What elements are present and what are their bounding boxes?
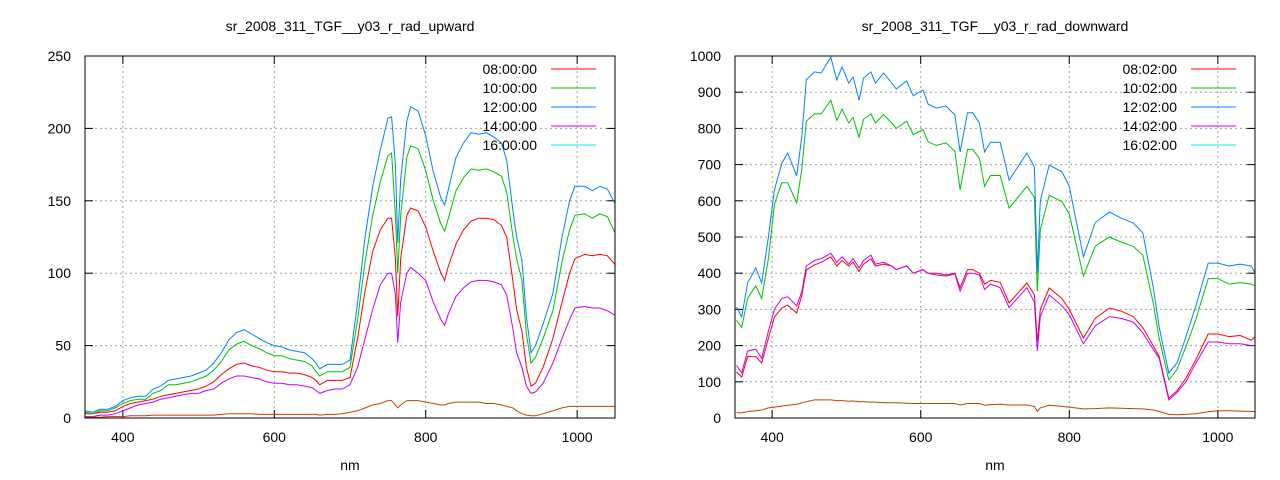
y-tick-label: 200 [698,338,722,354]
chart-title: sr_2008_311_TGF__y03_r_rad_upward [226,18,475,34]
y-tick-label: 500 [698,229,722,245]
series-line-10-00-00 [84,145,616,415]
legend-label: 16:02:00 [1123,137,1178,153]
legend-label: 12:00:00 [483,99,538,115]
y-tick-label: 0 [63,410,71,426]
series-line-12-02-00 [736,55,1256,375]
y-tick-label: 600 [698,193,722,209]
series-line-16-00-00 [85,400,615,418]
series-line-12-00-00 [84,105,616,413]
series-line-10-02-00 [736,99,1256,382]
y-tick-label: 800 [698,120,722,136]
x-axis-label: nm [985,457,1004,473]
series-line-14-00-00 [85,266,616,418]
plot-border [734,55,1256,419]
legend-label: 16:00:00 [483,137,538,153]
y-tick-label: 1000 [690,48,721,64]
x-tick-label: 400 [760,429,784,445]
legend-label: 14:02:00 [1123,118,1178,134]
legend-label: 12:02:00 [1123,99,1178,115]
series-line-08-00-00 [85,207,616,415]
x-tick-label: 600 [909,429,933,445]
x-tick-label: 800 [1058,429,1082,445]
x-tick-label: 1000 [1202,429,1233,445]
chart-upward: 400 600 800 1000 0 50 100 150 200 250 08:00:00 10:0… [48,18,616,473]
plot-border [84,55,616,419]
y-tick-label: 0 [713,410,721,426]
y-tick-label: 250 [48,48,72,64]
y-tick-label: 200 [48,120,72,136]
legend-label: 08:02:00 [1123,61,1178,77]
x-tick-label: 600 [263,429,287,445]
y-tick-label: 700 [698,157,722,173]
series-line-08-02-00 [736,256,1256,400]
series-line-14-02-00 [736,252,1255,401]
x-tick-label: 800 [414,429,438,445]
y-tick-label: 900 [698,84,722,100]
chart-downward: 400 600 800 1000 0 100 200 300 400 500 600 700 800 90… [690,18,1256,473]
y-tick-label: 100 [48,265,72,281]
y-tick-label: 100 [698,374,722,390]
chart-title: sr_2008_311_TGF__y03_r_rad_downward [862,18,1129,34]
x-tick-label: 1000 [562,429,593,445]
x-tick-label: 400 [111,429,135,445]
x-axis-label: nm [340,457,359,473]
legend-label: 14:00:00 [483,118,538,134]
y-tick-label: 150 [48,193,72,209]
y-tick-label: 50 [55,338,71,354]
legend-label: 10:00:00 [483,80,538,96]
legend-label: 08:00:00 [483,61,538,77]
y-tick-label: 400 [698,265,722,281]
y-tick-label: 300 [698,301,722,317]
series-line-16-02-00 [736,399,1255,416]
legend-label: 10:02:00 [1123,80,1178,96]
